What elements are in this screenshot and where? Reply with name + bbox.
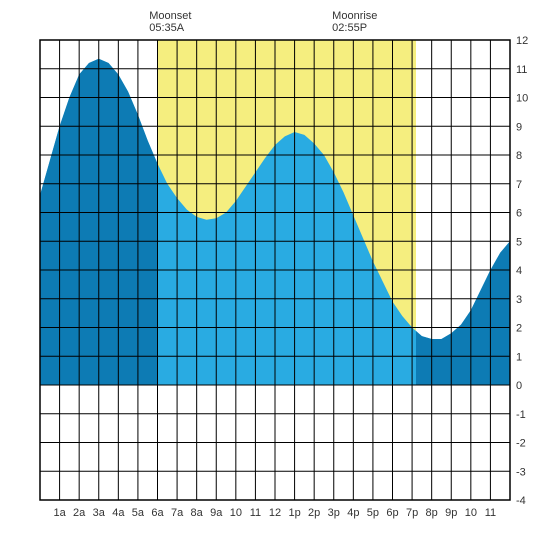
svg-text:10: 10 xyxy=(516,93,528,105)
svg-text:-1: -1 xyxy=(516,409,526,421)
svg-text:5a: 5a xyxy=(132,507,145,519)
svg-text:11: 11 xyxy=(250,507,261,519)
moonset-time: 05:35A xyxy=(149,22,191,34)
svg-text:12: 12 xyxy=(516,35,528,47)
svg-text:1a: 1a xyxy=(53,507,66,519)
chart-svg: 1211109876543210-1-2-3-41a2a3a4a5a6a7a8a… xyxy=(10,10,540,540)
svg-text:2a: 2a xyxy=(73,507,86,519)
svg-text:9p: 9p xyxy=(445,507,457,519)
moonset-label: Moonset 05:35A xyxy=(149,10,191,34)
svg-text:11: 11 xyxy=(516,64,527,76)
svg-text:-3: -3 xyxy=(516,466,526,478)
svg-text:2p: 2p xyxy=(308,507,320,519)
svg-text:9: 9 xyxy=(516,121,522,133)
svg-text:2: 2 xyxy=(516,323,522,335)
svg-text:10: 10 xyxy=(465,507,477,519)
svg-text:8p: 8p xyxy=(426,507,438,519)
svg-text:7: 7 xyxy=(516,179,522,191)
svg-text:8a: 8a xyxy=(191,507,204,519)
svg-text:1: 1 xyxy=(516,351,522,363)
svg-text:4a: 4a xyxy=(112,507,125,519)
moonrise-time: 02:55P xyxy=(332,22,377,34)
svg-text:5: 5 xyxy=(516,236,522,248)
svg-text:1p: 1p xyxy=(288,507,300,519)
svg-text:12: 12 xyxy=(269,507,281,519)
svg-text:8: 8 xyxy=(516,150,522,162)
moonrise-title: Moonrise xyxy=(332,10,377,22)
svg-text:7a: 7a xyxy=(171,507,184,519)
svg-text:5p: 5p xyxy=(367,507,379,519)
svg-text:3p: 3p xyxy=(328,507,340,519)
svg-text:9a: 9a xyxy=(210,507,223,519)
svg-text:-2: -2 xyxy=(516,438,526,450)
svg-text:0: 0 xyxy=(516,380,522,392)
svg-text:4p: 4p xyxy=(347,507,359,519)
moonset-title: Moonset xyxy=(149,10,191,22)
moonrise-label: Moonrise 02:55P xyxy=(332,10,377,34)
svg-text:-4: -4 xyxy=(516,495,526,507)
svg-text:6p: 6p xyxy=(386,507,398,519)
tide-chart: Moonset 05:35A Moonrise 02:55P 121110987… xyxy=(10,10,540,540)
svg-text:6a: 6a xyxy=(151,507,164,519)
svg-text:4: 4 xyxy=(516,265,522,277)
svg-text:3: 3 xyxy=(516,294,522,306)
svg-text:3a: 3a xyxy=(93,507,106,519)
svg-text:11: 11 xyxy=(485,507,496,519)
svg-text:10: 10 xyxy=(230,507,242,519)
svg-text:7p: 7p xyxy=(406,507,418,519)
svg-text:6: 6 xyxy=(516,208,522,220)
